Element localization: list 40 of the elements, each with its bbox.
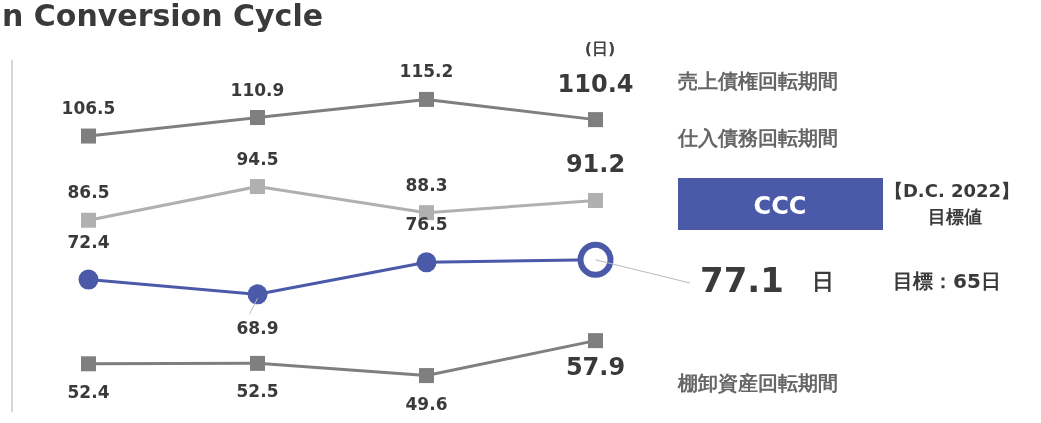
point xyxy=(419,368,434,384)
data-label: 115.2 xyxy=(399,61,454,82)
data-label: 86.5 xyxy=(67,182,110,203)
text: 棚卸資産回転期間 xyxy=(678,371,838,395)
text: 目標値 xyxy=(928,206,982,227)
data-label: 52.5 xyxy=(236,381,279,402)
point xyxy=(250,355,265,371)
chart-title: n Conversion Cycle xyxy=(2,0,324,33)
data-label: 94.5 xyxy=(236,148,279,169)
data-label: 49.6 xyxy=(405,393,448,414)
text: 【D.C. 2022】 xyxy=(884,180,1020,201)
data-label: 52.4 xyxy=(67,381,110,402)
text: 売上債権回転期間 xyxy=(678,69,838,93)
point xyxy=(250,179,265,195)
point xyxy=(250,110,265,126)
data-label: 106.5 xyxy=(61,98,116,119)
point xyxy=(416,252,437,273)
point xyxy=(247,284,268,305)
data-label: 68.9 xyxy=(236,318,279,339)
picture-name-box: CCC xyxy=(678,178,883,230)
text: 日 xyxy=(812,269,834,294)
point xyxy=(81,212,96,228)
data-label: 77.1 xyxy=(700,260,784,300)
point xyxy=(78,269,99,290)
point xyxy=(588,112,603,128)
data-label: 91.2 xyxy=(565,150,626,179)
point xyxy=(588,333,603,349)
point xyxy=(419,91,434,107)
point xyxy=(81,128,96,144)
data-label: 110.4 xyxy=(557,69,634,98)
data-label: 110.9 xyxy=(230,79,285,100)
text: (日) xyxy=(584,39,616,58)
data-label: 76.5 xyxy=(405,214,448,235)
point xyxy=(588,192,603,208)
data-label: 72.4 xyxy=(67,231,110,252)
data-label: 57.9 xyxy=(565,352,626,381)
point xyxy=(81,356,96,372)
data-label: 88.3 xyxy=(405,174,448,195)
text: 仕入債務回転期間 xyxy=(678,126,838,150)
text: 目標：65日 xyxy=(893,269,1001,293)
